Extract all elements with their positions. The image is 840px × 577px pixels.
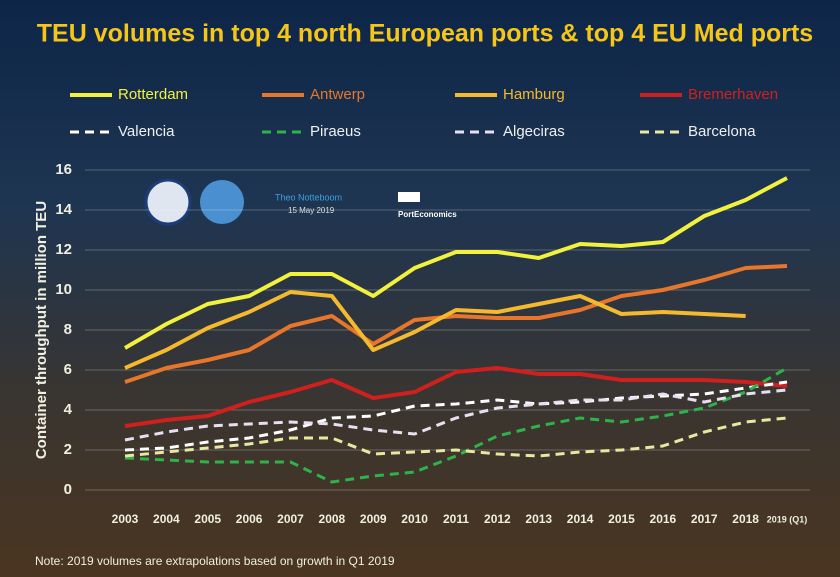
y-tick-label: 10: [55, 281, 72, 298]
x-tick-label: 2013: [525, 512, 552, 526]
y-tick-label: 16: [55, 161, 72, 178]
logo: [398, 192, 420, 202]
x-tick-label: 2014: [567, 512, 594, 526]
x-tick-label: 2006: [236, 512, 263, 526]
y-tick-label: 14: [55, 201, 72, 218]
x-tick-label: 2008: [319, 512, 346, 526]
legend-label: Hamburg: [503, 86, 565, 103]
x-tick-label: 2005: [194, 512, 221, 526]
y-tick-label: 2: [64, 441, 72, 458]
x-tick-label: 2004: [153, 512, 180, 526]
legend-label: Bremerhaven: [688, 86, 778, 103]
series-line: [125, 390, 787, 440]
author: Theo Notteboom: [275, 192, 342, 202]
y-tick-label: 8: [64, 321, 72, 338]
note: Note: 2019 volumes are extrapolations ba…: [35, 554, 395, 568]
x-tick-label: 2017: [691, 512, 718, 526]
logo: [146, 180, 190, 224]
brand: PortEconomics: [398, 210, 457, 219]
chart: TEU volumes in top 4 north European port…: [0, 0, 840, 577]
y-tick-label: 6: [64, 361, 72, 378]
date: 15 May 2019: [288, 206, 335, 215]
chart-title: TEU volumes in top 4 north European port…: [37, 20, 813, 48]
x-tick-label: 2016: [650, 512, 677, 526]
y-tick-label: 0: [64, 481, 72, 498]
y-tick-label: 4: [64, 401, 73, 418]
x-tick-label: 2018: [732, 512, 759, 526]
x-tick-label: 2010: [401, 512, 428, 526]
logo: [200, 180, 244, 224]
x-tick-label: 2003: [112, 512, 139, 526]
legend-label: Algeciras: [503, 123, 565, 140]
x-tick-label: 2015: [608, 512, 635, 526]
x-tick-label: 2009: [360, 512, 387, 526]
x-tick-label: 2007: [277, 512, 304, 526]
legend-label: Rotterdam: [118, 86, 188, 103]
legend-label: Barcelona: [688, 123, 756, 140]
legend-label: Valencia: [118, 123, 175, 140]
legend-label: Antwerp: [310, 86, 365, 103]
series-line: [125, 368, 787, 482]
x-tick-label: 2011: [443, 512, 469, 526]
x-tick-label: 2012: [484, 512, 511, 526]
series-line: [125, 266, 787, 382]
legend-label: Piraeus: [310, 123, 361, 140]
y-axis-label: Container throughput in million TEU: [33, 201, 50, 459]
series-line: [125, 382, 787, 450]
x-tick-label: 2019 (Q1): [767, 514, 808, 524]
y-tick-label: 12: [55, 241, 72, 258]
